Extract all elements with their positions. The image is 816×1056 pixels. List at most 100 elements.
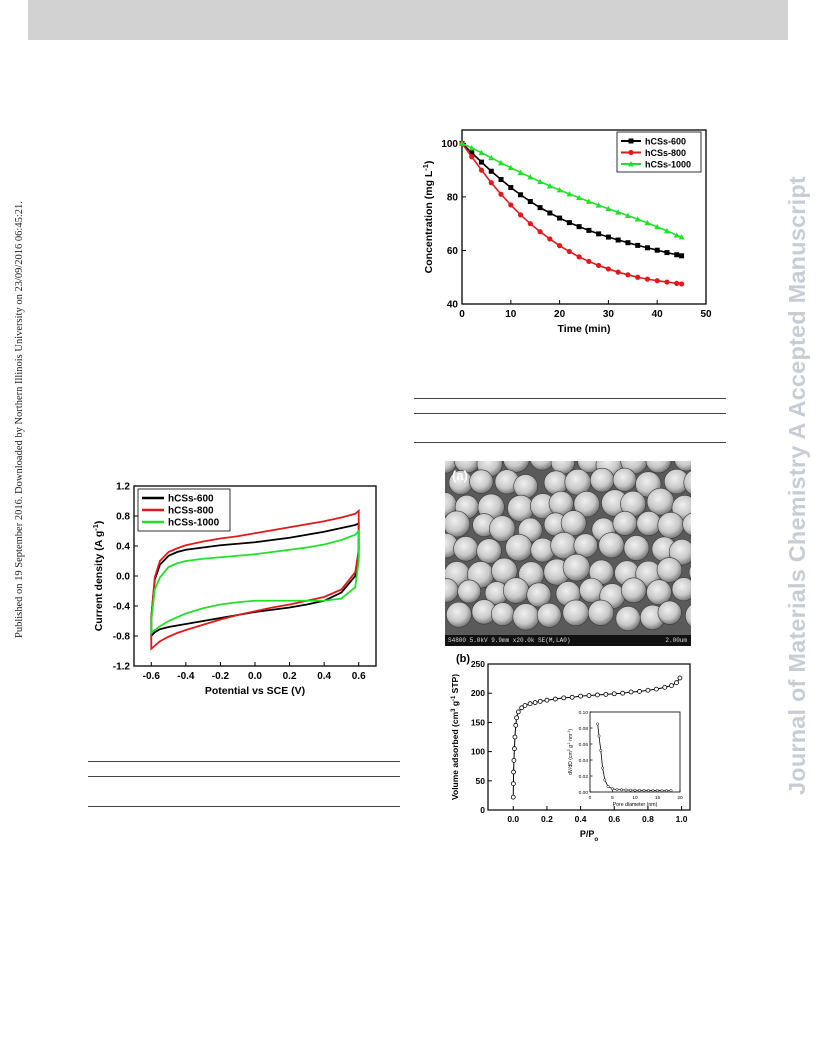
series-hCSs-600 <box>459 140 685 259</box>
point-hCSs-1000-23 <box>678 234 685 240</box>
sphere-40 <box>612 511 638 536</box>
y-tick-label-4: 200 <box>471 688 485 698</box>
point-hCSs-800-16 <box>615 269 621 275</box>
point-hCSs-600-8 <box>537 205 543 211</box>
point-hCSs-800-5 <box>508 202 514 208</box>
sphere-82 <box>562 599 590 627</box>
sphere-76 <box>671 577 691 602</box>
y-tick-label-0: -1.2 <box>113 662 131 673</box>
x-tick-label-1: 0.2 <box>541 814 553 824</box>
y-tick-label-1: 50 <box>476 776 486 786</box>
point-hCSs-800-6 <box>517 212 524 218</box>
point-hCSs-1000-3 <box>488 154 495 161</box>
inset-point-15 <box>651 789 655 793</box>
point-hCSs-800-7 <box>527 221 533 227</box>
isotherm-point-23 <box>620 690 626 696</box>
sphere-83 <box>587 599 614 626</box>
y-tick-label-5: 250 <box>471 659 485 669</box>
isotherm-point-28 <box>662 684 668 690</box>
x-tick-label-5: 50 <box>700 309 712 320</box>
isotherm-point-27 <box>653 686 659 692</box>
y-tick-label-3: 150 <box>471 717 485 727</box>
series-hCSs-1000 <box>459 140 685 240</box>
legend-marker-1 <box>628 149 634 156</box>
inset-point-19 <box>669 789 673 793</box>
sphere-47 <box>505 534 533 562</box>
inset-y-tick-label-0: 0.00 <box>579 790 589 796</box>
sem-info: S4800 5.0kV 9.9mm x20.0k SE(M,LA0) <box>448 637 571 644</box>
legend-label-1: hCSs-800 <box>168 506 214 517</box>
legend-marker-2 <box>628 161 634 167</box>
x-tick-label-2: 20 <box>554 309 566 320</box>
inset-y-axis-label: dV/dD (cm3 g-1 nm-1) <box>567 729 574 775</box>
inset-point-8 <box>620 788 623 792</box>
table-rule-top-2 <box>88 761 400 762</box>
sphere-70 <box>526 582 552 608</box>
point-hCSs-600-18 <box>635 242 641 248</box>
point-hCSs-1000-13 <box>585 198 592 204</box>
isotherm-point-29 <box>669 683 674 689</box>
isotherm-point-25 <box>637 689 642 694</box>
isotherm-point-12 <box>532 700 538 705</box>
y-tick-label-5: 0.8 <box>116 512 130 523</box>
sphere-25 <box>507 494 535 522</box>
x-tick-label-4: 0.2 <box>283 671 297 682</box>
inset-point-7 <box>615 788 619 792</box>
sphere-75 <box>646 579 672 606</box>
inset-point-4 <box>603 778 607 782</box>
isotherm-point-21 <box>603 691 609 697</box>
sphere-21 <box>683 470 691 495</box>
inset-point-5 <box>606 784 610 788</box>
sphere-6 <box>577 461 602 474</box>
point-hCSs-600-20 <box>654 247 660 253</box>
x-tick-label-3: 0.6 <box>608 814 620 824</box>
sphere-46 <box>476 538 502 564</box>
point-hCSs-600-7 <box>527 198 533 204</box>
y-tick-label-6: 1.2 <box>116 482 130 493</box>
inset-point-6 <box>611 787 614 791</box>
panel-label-a: (a) <box>452 468 468 483</box>
inset-point-18 <box>665 789 668 793</box>
isotherm-point-4 <box>512 746 517 752</box>
isotherm-point-20 <box>595 692 600 698</box>
inset-point-16 <box>656 789 659 793</box>
point-hCSs-1000-16 <box>615 209 622 215</box>
sphere-41 <box>636 511 662 537</box>
sphere-65 <box>688 565 691 580</box>
point-hCSs-600-23 <box>679 253 685 259</box>
x-tick-label-2: -0.2 <box>212 671 230 682</box>
inset-point-2 <box>599 748 603 752</box>
point-hCSs-1000-12 <box>576 194 583 201</box>
inset-point-10 <box>629 788 632 792</box>
cv-loop-hCSs-1000 <box>150 528 360 635</box>
point-hCSs-1000-4 <box>498 159 505 166</box>
point-hCSs-1000-10 <box>556 186 563 193</box>
y-tick-label-0: 0 <box>480 805 485 815</box>
point-hCSs-800-3 <box>488 180 494 186</box>
legend-label-0: hCSs-600 <box>168 494 214 505</box>
point-hCSs-1000-7 <box>527 174 534 180</box>
point-hCSs-1000-19 <box>644 219 651 226</box>
sem-info-bar: S4800 5.0kV 9.9mm x20.0k SE(M,LA0) 2.00u… <box>445 635 691 646</box>
y-axis-label: Current density (A g-1) <box>91 521 106 632</box>
point-hCSs-800-21 <box>664 279 670 285</box>
point-hCSs-1000-18 <box>634 216 641 222</box>
sphere-74 <box>620 577 647 604</box>
isotherm-point-16 <box>561 695 567 701</box>
x-tick-label-4: 40 <box>652 309 664 320</box>
inset-x-axis-label: Pore diameter (nm) <box>613 802 658 808</box>
header-bar <box>28 0 788 40</box>
sphere-9 <box>645 461 672 474</box>
sphere-28 <box>573 490 600 518</box>
point-hCSs-800-9 <box>547 236 553 242</box>
journal-watermark: Journal of Materials Chemistry A Accepte… <box>784 176 810 795</box>
point-hCSs-600-12 <box>576 224 582 230</box>
point-hCSs-800-8 <box>537 229 543 235</box>
panel-label-b: (b) <box>456 653 470 665</box>
isotherm-point-3 <box>511 757 517 763</box>
point-hCSs-600-4 <box>498 177 504 183</box>
point-hCSs-1000-21 <box>663 227 670 234</box>
sphere-84 <box>615 606 641 632</box>
point-hCSs-1000-6 <box>517 169 524 175</box>
isotherm-point-11 <box>527 701 533 707</box>
